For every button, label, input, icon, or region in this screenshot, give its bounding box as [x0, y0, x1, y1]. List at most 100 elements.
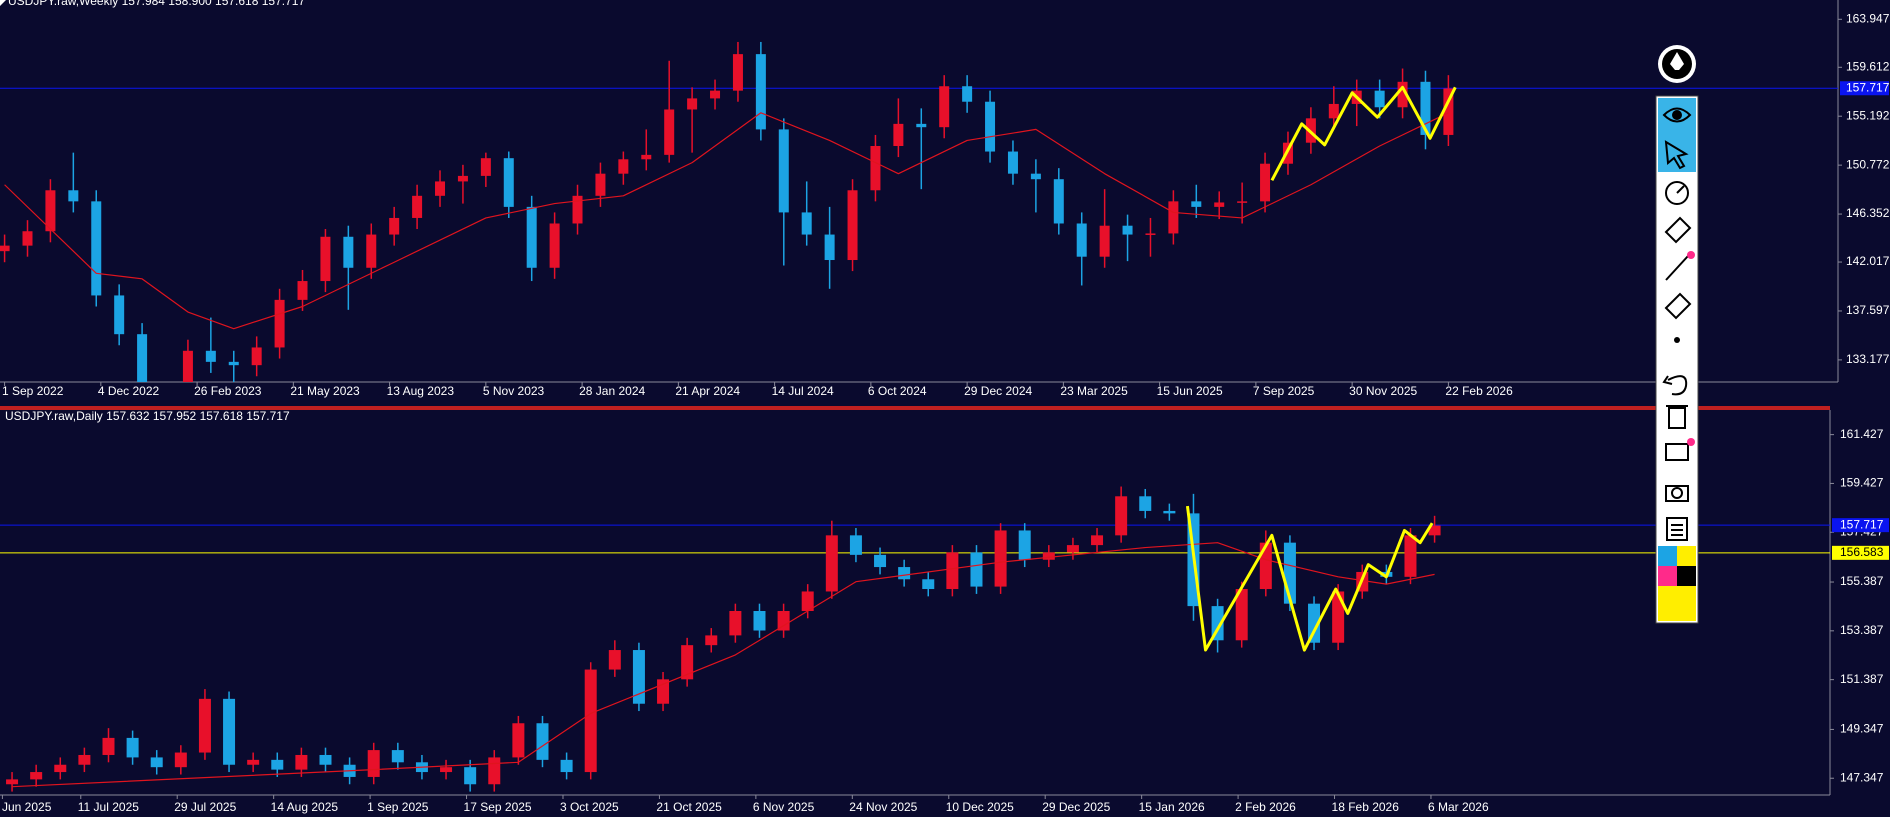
- candle-body: [1282, 142, 1293, 164]
- marker-tool[interactable]: [1664, 292, 1692, 320]
- color-swatch[interactable]: [1677, 566, 1696, 586]
- candle-body: [435, 181, 446, 196]
- y-tick-label: 159.612: [1846, 59, 1890, 73]
- candle-body: [54, 764, 67, 773]
- candle-body: [1042, 552, 1055, 560]
- candle-body: [664, 109, 675, 155]
- eye-pupil: [1672, 110, 1682, 120]
- x-tick-label: 11 Jul 2025: [78, 800, 139, 814]
- candle-body: [1030, 173, 1041, 180]
- candle-body: [1091, 535, 1104, 546]
- candle-body: [91, 201, 102, 296]
- pen-nib: [1670, 52, 1684, 70]
- candle-body: [1099, 225, 1110, 257]
- candle-body: [710, 90, 721, 99]
- candle-body: [1443, 88, 1454, 135]
- moving-average: [4, 112, 1449, 330]
- screen-tool[interactable]: [1665, 443, 1689, 461]
- candle-body: [512, 723, 525, 758]
- candle-body: [150, 757, 163, 768]
- plot-area: [0, 41, 1838, 382]
- x-tick-label: 21 Oct 2025: [656, 800, 722, 814]
- candle-body: [1428, 525, 1441, 536]
- candle-body: [536, 723, 549, 760]
- timer-hand: [1676, 185, 1685, 194]
- y-tick-label: 149.347: [1840, 722, 1884, 736]
- corner-mark: [0, 0, 6, 6]
- toolbar: [1655, 45, 1699, 624]
- candle-body: [1139, 496, 1152, 511]
- candle-body: [1163, 510, 1176, 514]
- candle-body: [970, 552, 983, 587]
- candle-body: [1420, 81, 1431, 135]
- candle-body: [440, 767, 453, 773]
- color-swatch[interactable]: [1658, 566, 1677, 586]
- level-label: [1832, 545, 1889, 560]
- candle-body: [1122, 225, 1133, 235]
- x-tick-label: Jun 2025: [2, 800, 52, 814]
- candle-body: [618, 159, 629, 174]
- candle-body: [320, 236, 331, 282]
- candle-body: [251, 347, 262, 366]
- candle-body: [102, 737, 115, 755]
- cursor-tool[interactable]: [1664, 140, 1689, 170]
- y-tick-label: 155.387: [1840, 574, 1884, 588]
- moving-average: [12, 542, 1435, 788]
- eye-tool[interactable]: [1662, 107, 1692, 123]
- y-tick-label: 137.597: [1846, 303, 1890, 317]
- candle-body: [801, 212, 812, 235]
- x-tick-label: 21 Apr 2024: [675, 384, 740, 398]
- delete-tool[interactable]: [1668, 407, 1686, 429]
- line-tool[interactable]: [1665, 255, 1689, 281]
- eraser-tool[interactable]: [1664, 216, 1692, 244]
- candle-body: [1066, 545, 1079, 553]
- candle-body: [560, 759, 573, 773]
- candle-body: [137, 334, 148, 382]
- candle-body: [939, 86, 950, 128]
- candle-body: [922, 579, 935, 590]
- x-tick-label: 5 Nov 2023: [483, 384, 545, 398]
- timer-tool[interactable]: [1665, 181, 1689, 205]
- candle-body: [874, 554, 887, 568]
- color-swatch[interactable]: [1658, 586, 1696, 621]
- price-label: [1832, 518, 1889, 533]
- x-tick-label: 6 Mar 2026: [1428, 800, 1489, 814]
- candle-body: [366, 234, 377, 268]
- candle-body: [985, 101, 996, 152]
- candle-body: [962, 86, 973, 102]
- candle-body: [1018, 530, 1031, 560]
- candle-body: [412, 195, 423, 218]
- candle-body: [1308, 603, 1321, 643]
- x-tick-label: 30 Nov 2025: [1349, 384, 1417, 398]
- candle-body: [1053, 179, 1064, 224]
- color-swatch[interactable]: [1677, 546, 1696, 566]
- candle-body: [898, 567, 911, 580]
- candle-body: [595, 173, 606, 196]
- y-tick-label: 146.352: [1846, 206, 1890, 220]
- candle-body: [870, 146, 881, 191]
- zigzag-drawing: [1185, 505, 1434, 652]
- candle-body: [68, 190, 79, 202]
- x-tick-label: 1 Sep 2025: [367, 800, 429, 814]
- x-tick-label: 29 Jul 2025: [174, 800, 236, 814]
- camera-tool[interactable]: [1665, 485, 1689, 502]
- undo-tool[interactable]: [1667, 375, 1688, 396]
- clipboard-tool[interactable]: [1666, 517, 1688, 541]
- candle-body: [1404, 535, 1417, 577]
- candle-body: [893, 123, 904, 147]
- candle-body: [801, 591, 814, 611]
- candle-body: [1374, 90, 1385, 108]
- x-tick-label: 29 Dec 2024: [964, 384, 1032, 398]
- chart-header: USDJPY.raw,Daily 157.632 157.952 157.618…: [5, 409, 290, 423]
- color-swatch[interactable]: [1658, 546, 1677, 566]
- x-tick-label: 17 Sep 2025: [464, 800, 532, 814]
- price-label-text: 157.717: [1846, 80, 1890, 94]
- dot-tool[interactable]: [1674, 337, 1680, 343]
- candle-body: [847, 190, 858, 261]
- candle-body: [1191, 201, 1202, 207]
- x-tick-label: 2 Feb 2026: [1235, 800, 1296, 814]
- y-tick-label: 150.772: [1846, 157, 1890, 171]
- candle-body: [994, 530, 1007, 587]
